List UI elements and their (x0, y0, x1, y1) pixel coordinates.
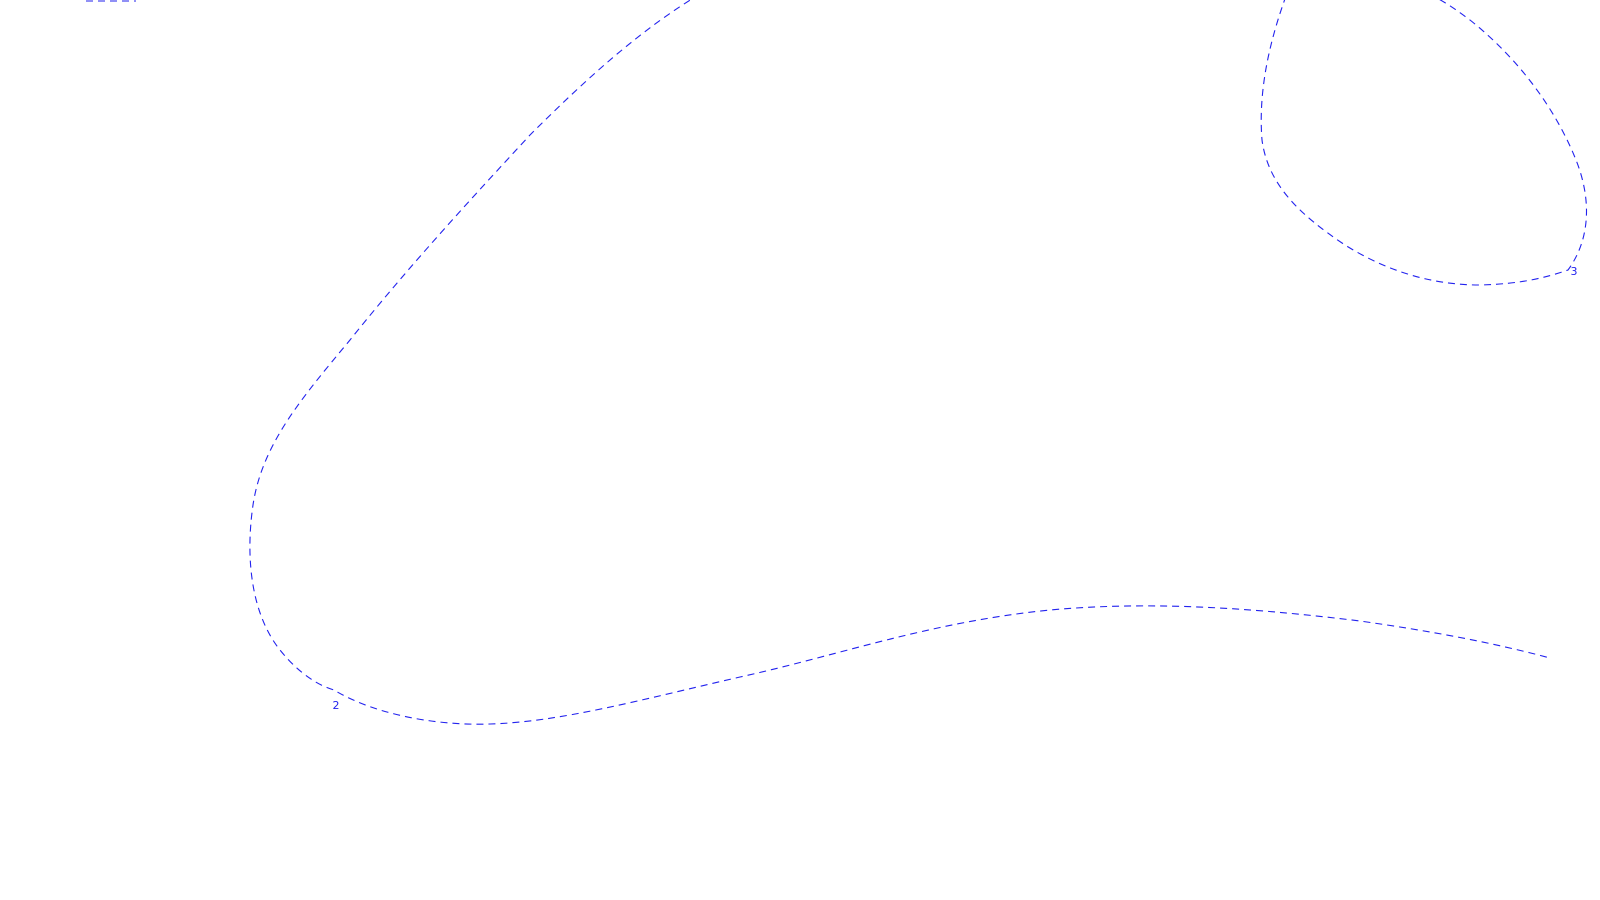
contour-line-3 (1260, 0, 1588, 286)
contour-label-2: 2 (333, 699, 340, 712)
contour-label-3: 3 (1571, 265, 1578, 278)
contour-line-2 (249, 0, 1551, 725)
